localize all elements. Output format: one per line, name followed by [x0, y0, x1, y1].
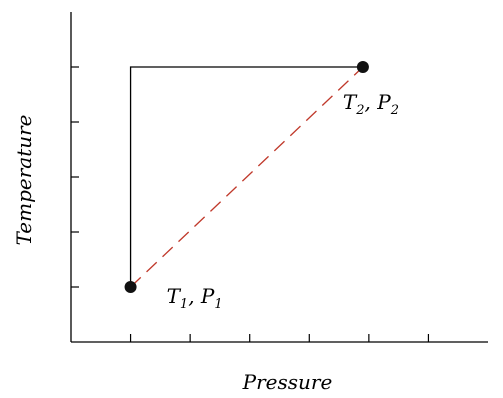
point-2-label: T2, P2	[343, 90, 399, 118]
point-labels: T1, P1 T2, P2	[167, 90, 399, 312]
point-1-label: T1, P1	[167, 284, 223, 312]
y-axis-label: Temperature	[12, 114, 36, 245]
x-axis-label: Pressure	[242, 370, 333, 394]
axes	[70, 12, 488, 343]
series	[129, 66, 364, 288]
points	[124, 61, 369, 293]
dashed-path-line	[130, 66, 364, 288]
point-2	[356, 61, 369, 73]
point-1	[124, 281, 137, 293]
solid-path-line	[129, 66, 363, 287]
ticks	[71, 66, 430, 342]
